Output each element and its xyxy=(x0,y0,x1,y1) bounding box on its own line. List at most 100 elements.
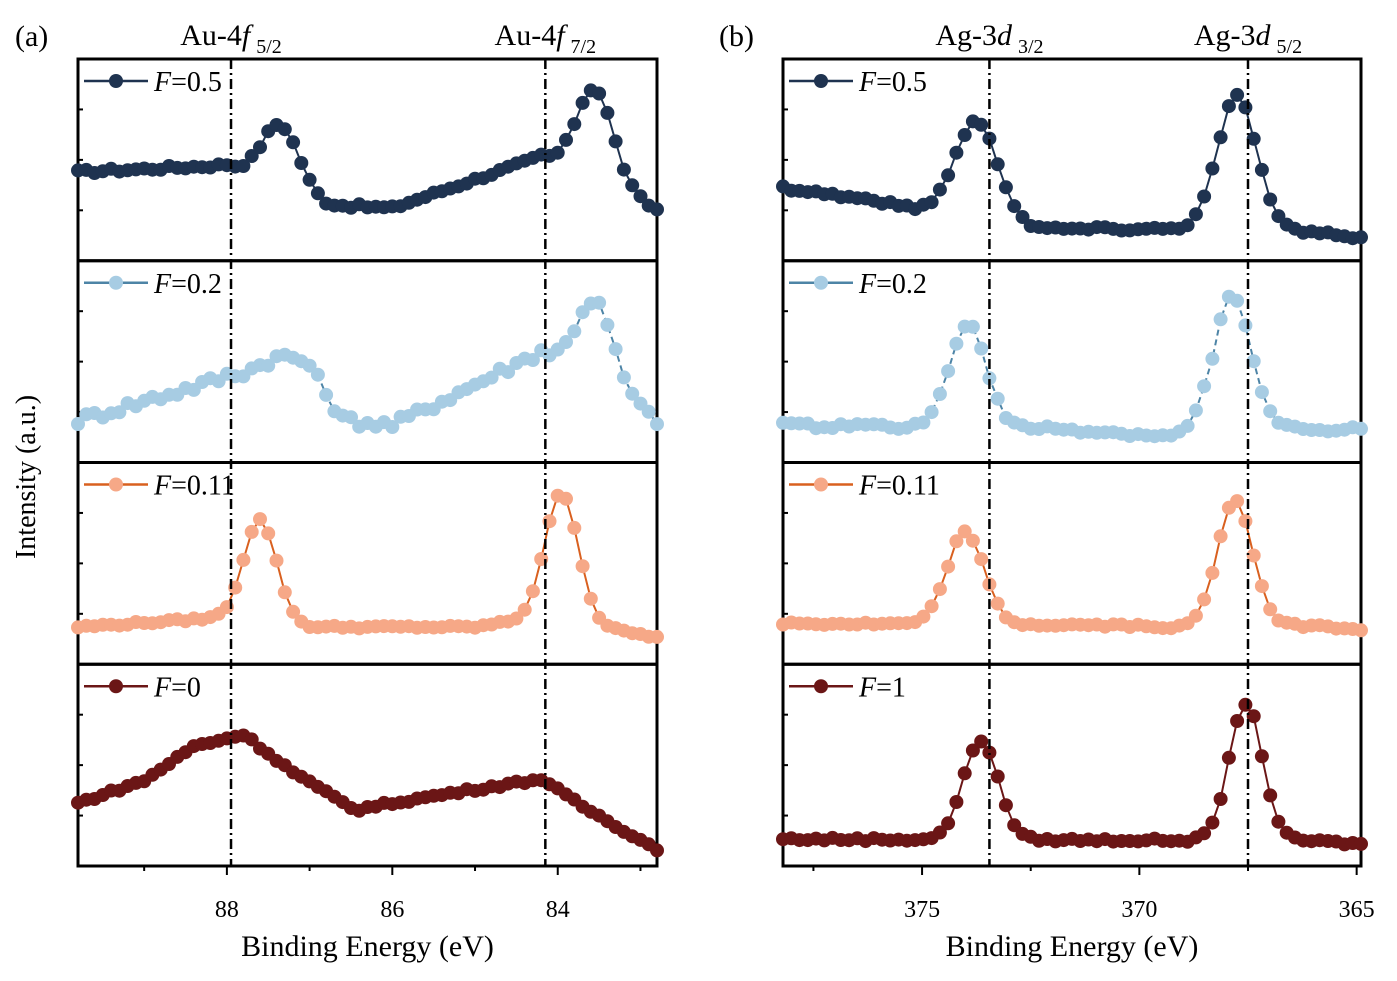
data-point xyxy=(1205,565,1220,580)
data-point xyxy=(236,552,251,567)
data-point xyxy=(1007,199,1022,214)
panel-b: (b) Ag-3d 3/2 Ag-3d 5/2 F=0.5 F=0.2 F=0.11 F=1 37… xyxy=(719,19,1375,963)
data-point xyxy=(1188,608,1203,623)
data-point xyxy=(600,105,615,120)
x-tick-label: 88 xyxy=(215,897,239,923)
subplot-F-1: F=1 xyxy=(776,662,1368,868)
data-point xyxy=(1197,189,1212,204)
series-line xyxy=(77,89,658,211)
data-point xyxy=(1015,210,1030,224)
data-point xyxy=(932,182,947,197)
subplot-F-0-2: F=0.2 xyxy=(71,259,664,464)
data-point xyxy=(608,342,623,357)
data-point xyxy=(236,159,251,173)
data-point xyxy=(1238,697,1253,712)
data-point xyxy=(641,404,656,419)
data-point xyxy=(1205,351,1220,366)
data-point xyxy=(1197,379,1212,394)
data-point xyxy=(1263,192,1278,207)
data-point xyxy=(1263,404,1278,419)
data-point xyxy=(616,162,631,177)
data-point xyxy=(974,552,989,567)
x-tick-label: 86 xyxy=(380,897,404,923)
data-point xyxy=(650,202,664,217)
data-point xyxy=(982,371,997,386)
data-point xyxy=(550,145,565,160)
data-point xyxy=(517,602,532,617)
legend-label: F=0.11 xyxy=(153,471,235,502)
legend-marker xyxy=(814,477,828,492)
data-point xyxy=(625,386,640,401)
data-point xyxy=(974,341,989,356)
data-point xyxy=(244,524,259,539)
data-point xyxy=(269,553,284,568)
data-point xyxy=(277,585,292,600)
data-point xyxy=(1263,788,1278,803)
data-point xyxy=(965,743,980,758)
data-point xyxy=(592,295,607,310)
data-point xyxy=(982,745,997,760)
legend-marker xyxy=(814,679,828,694)
data-point xyxy=(1238,318,1253,333)
data-point xyxy=(575,559,590,574)
legend-label: F=0.5 xyxy=(858,67,927,98)
reference-line-label: Au-4f 5/2 xyxy=(180,19,282,58)
data-point xyxy=(575,305,590,320)
data-point xyxy=(1197,826,1212,841)
data-point xyxy=(949,534,964,549)
reference-line-label: Au-4f 7/2 xyxy=(495,19,597,58)
x-axis-label: Binding Energy (eV) xyxy=(946,930,1199,963)
legend-marker xyxy=(109,275,123,290)
subplot-F-0-5: F=0.5 xyxy=(776,57,1368,263)
data-point xyxy=(1254,749,1269,764)
data-point xyxy=(1230,494,1245,509)
data-point xyxy=(1197,592,1212,607)
data-point xyxy=(253,140,267,155)
data-point xyxy=(1221,750,1236,765)
data-point xyxy=(1221,99,1236,114)
data-point xyxy=(982,131,997,146)
data-point xyxy=(71,417,85,431)
panel-label: (b) xyxy=(719,20,754,53)
data-point xyxy=(1354,623,1368,638)
data-point xyxy=(286,135,301,150)
data-point xyxy=(932,582,947,597)
data-point xyxy=(650,629,664,644)
data-point xyxy=(385,420,400,434)
data-point xyxy=(244,732,259,747)
x-tick-label: 370 xyxy=(1121,897,1157,923)
data-point xyxy=(941,816,956,831)
data-point xyxy=(1354,230,1368,245)
data-point xyxy=(1230,87,1245,102)
data-point xyxy=(990,391,1005,406)
data-point xyxy=(1246,354,1261,369)
legend-label: F=0.11 xyxy=(858,471,940,502)
data-point xyxy=(559,335,573,349)
data-point xyxy=(244,149,259,163)
legend-marker xyxy=(109,477,123,492)
data-point xyxy=(1354,421,1368,436)
subplot-F-0-11: F=0.11 xyxy=(71,461,664,666)
data-point xyxy=(990,157,1005,172)
data-point xyxy=(310,186,325,201)
data-point xyxy=(924,599,939,614)
data-point xyxy=(974,117,989,132)
x-axis-label: Binding Energy (eV) xyxy=(241,930,494,963)
data-point xyxy=(916,415,931,430)
data-point xyxy=(1007,818,1022,833)
data-point xyxy=(1238,100,1253,115)
data-point xyxy=(1271,814,1286,829)
data-point xyxy=(1188,403,1203,418)
data-point xyxy=(294,156,309,170)
panel-a: (a) Au-4f 5/2 Au-4f 7/2 F=0.5 F=0.2 F=0.11 F=0 88… xyxy=(15,19,664,963)
data-point xyxy=(583,591,598,606)
x-tick-label: 375 xyxy=(904,897,940,923)
data-point xyxy=(559,491,573,506)
data-point xyxy=(559,132,573,147)
series-line xyxy=(77,301,658,429)
data-point xyxy=(1246,548,1261,563)
data-point xyxy=(1205,815,1220,830)
data-point xyxy=(319,387,334,402)
data-point xyxy=(1230,714,1245,728)
y-axis-label: Intensity (a.u.) xyxy=(11,395,42,559)
